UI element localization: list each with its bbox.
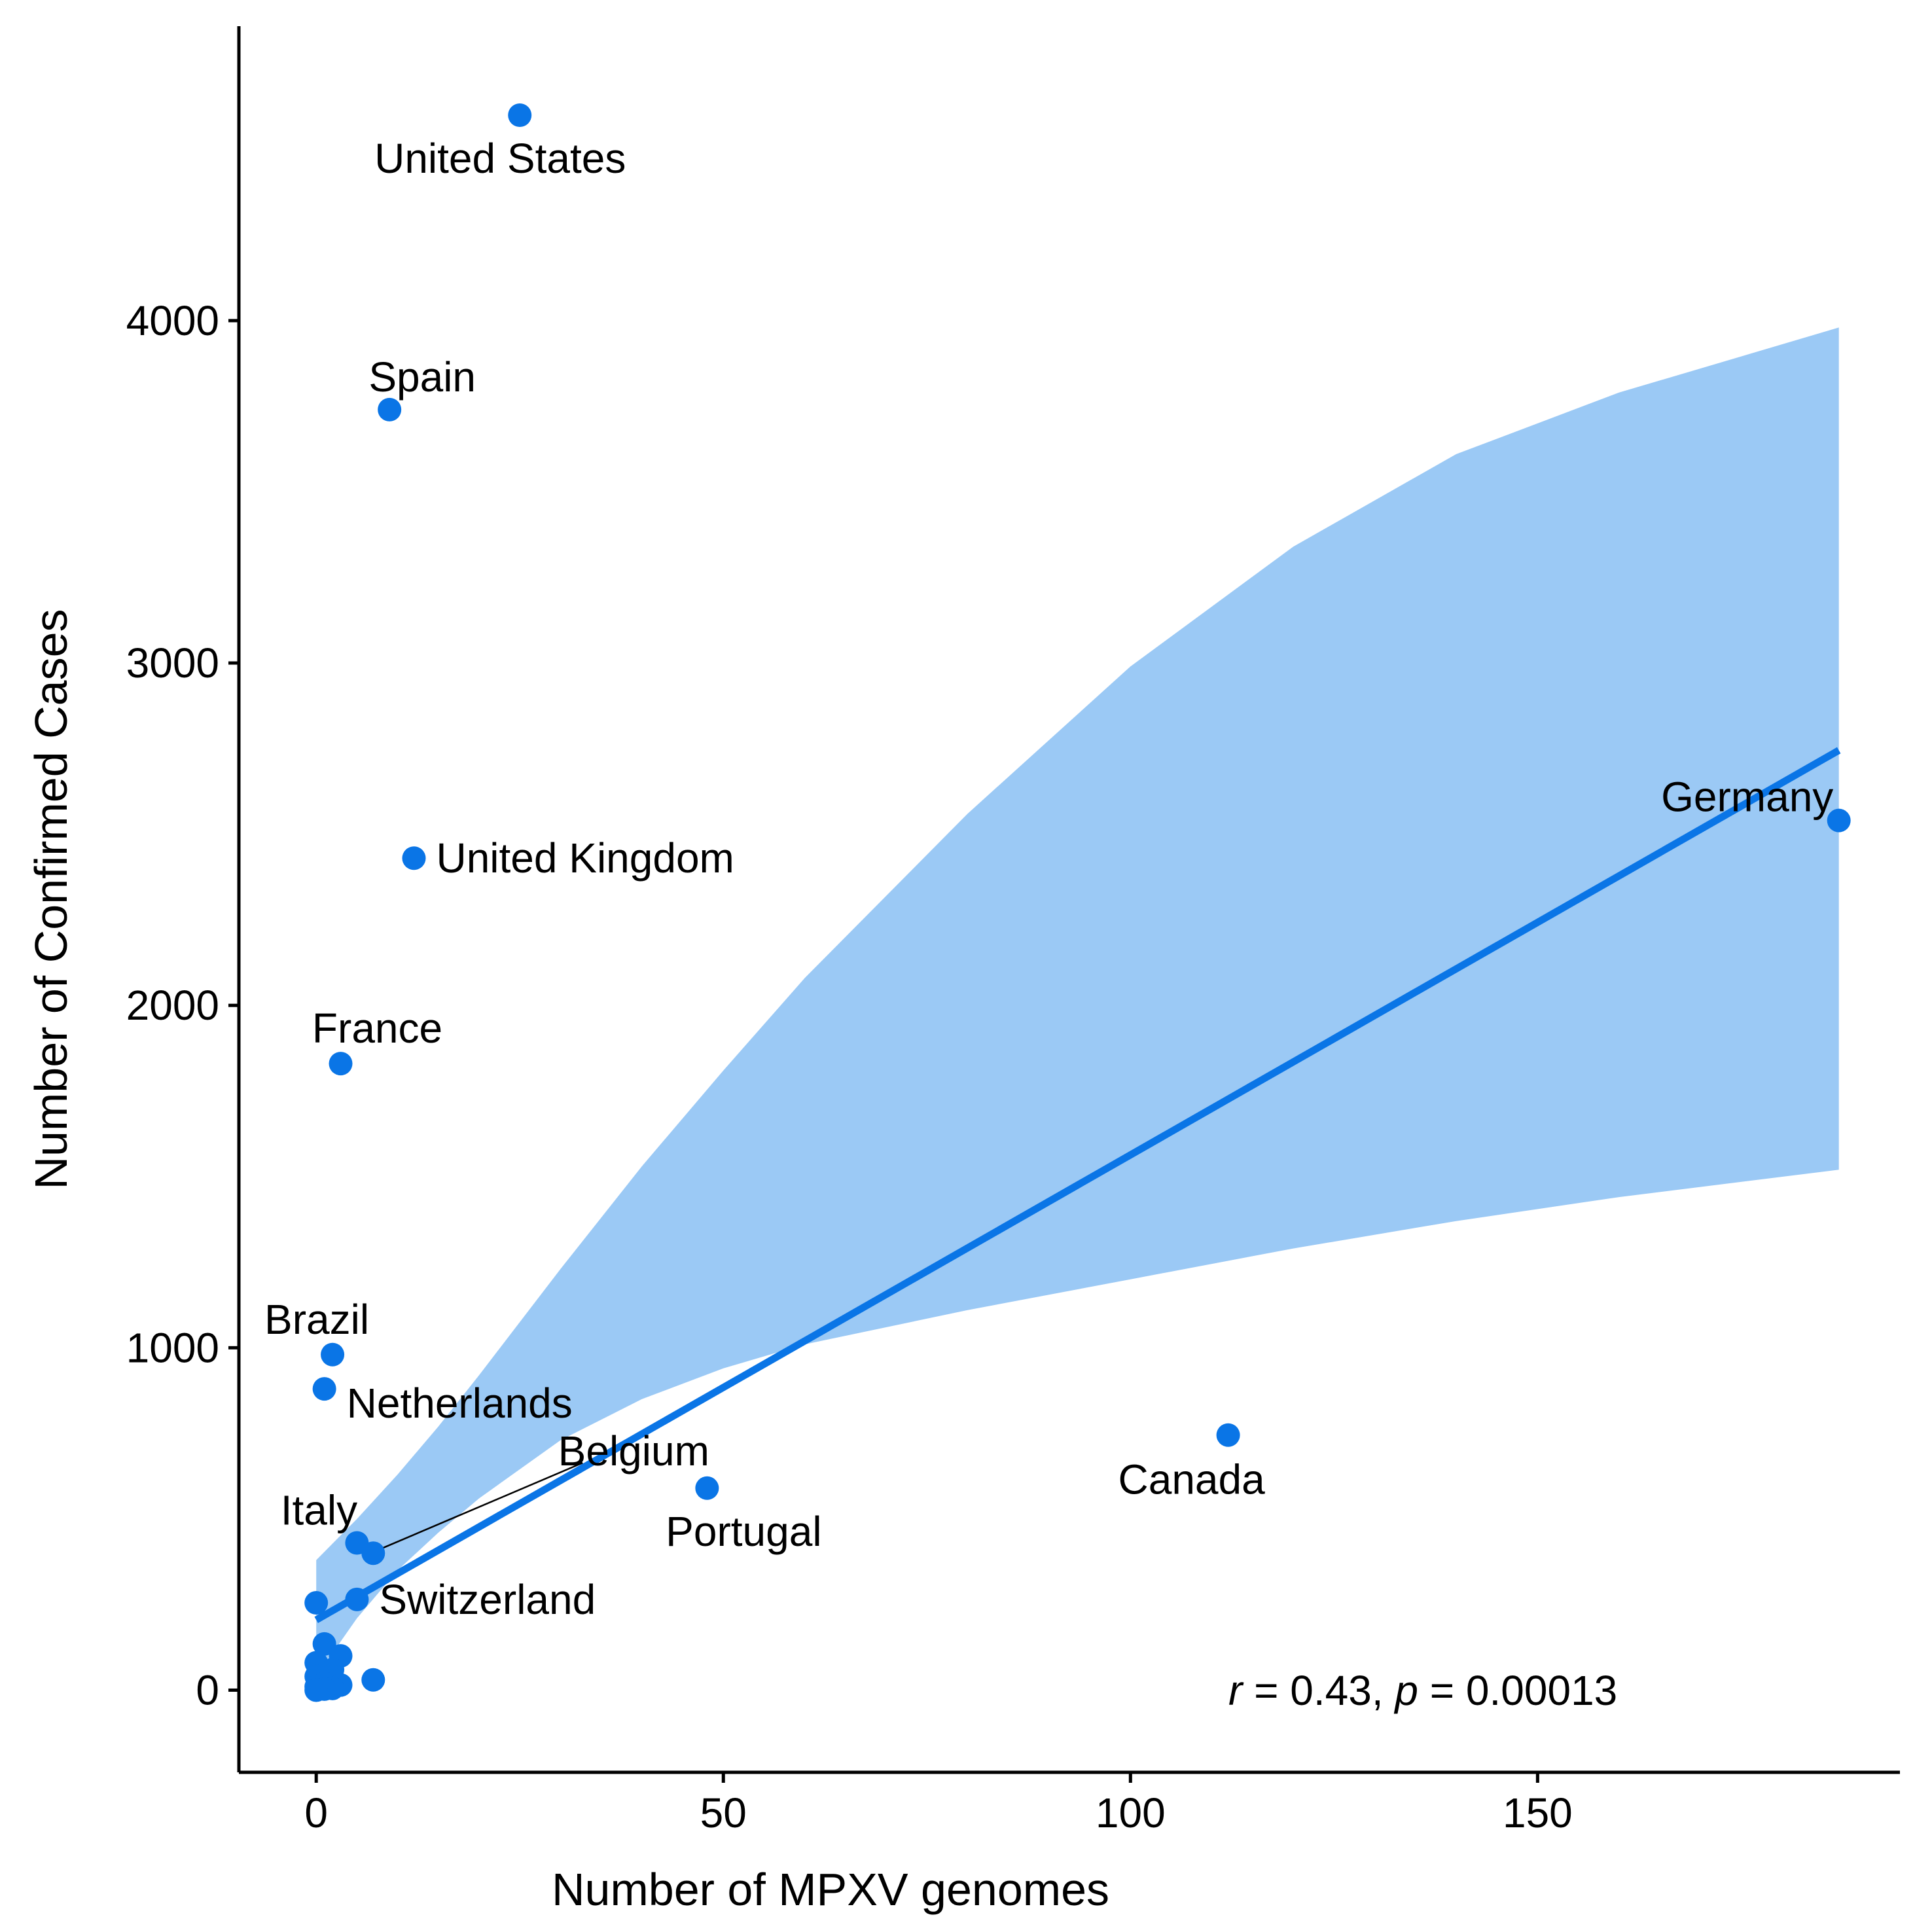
point-spain — [378, 397, 402, 421]
label-spain: Spain — [368, 353, 476, 401]
x-tick-label: 50 — [700, 1789, 747, 1836]
p-symbol: p — [1393, 1667, 1418, 1714]
y-tick-label: 0 — [196, 1666, 219, 1713]
label-italy: Italy — [281, 1486, 357, 1533]
point-france — [329, 1052, 353, 1076]
label-switzerland: Switzerland — [379, 1576, 596, 1623]
p-value: = 0.00013 — [1418, 1667, 1617, 1714]
x-axis-title: Number of MPXV genomes — [552, 1864, 1109, 1915]
confidence-band — [316, 327, 1839, 1677]
label-canada: Canada — [1118, 1456, 1266, 1503]
label-belgium: Belgium — [558, 1427, 709, 1475]
point-switzerland — [345, 1587, 369, 1611]
x-tick-label: 150 — [1503, 1789, 1573, 1836]
data-points — [304, 103, 1851, 1702]
belgium-leader-line — [379, 1462, 583, 1550]
point-united-kingdom — [402, 846, 426, 870]
point-unlabeled — [361, 1668, 385, 1692]
label-portugal: Portugal — [666, 1508, 821, 1555]
y-tick-label: 2000 — [126, 982, 219, 1029]
r-value: = 0.43, — [1242, 1667, 1395, 1714]
point-netherlands — [312, 1377, 336, 1401]
label-united-kingdom: United Kingdom — [436, 834, 734, 882]
r-symbol: r — [1228, 1667, 1244, 1714]
point-unlabeled — [304, 1591, 329, 1615]
point-canada — [1216, 1423, 1240, 1447]
point-portugal — [695, 1476, 719, 1500]
x-axis-ticks: 0 50 100 150 — [304, 1772, 1573, 1836]
x-tick-label: 0 — [304, 1789, 328, 1836]
label-france: France — [312, 1005, 442, 1052]
label-germany: Germany — [1661, 774, 1833, 821]
point-unlabeled — [312, 1632, 336, 1656]
label-united-states: United States — [374, 135, 626, 182]
y-tick-label: 4000 — [126, 297, 219, 344]
label-brazil: Brazil — [264, 1296, 369, 1343]
point-germany — [1827, 808, 1851, 832]
point-labels: United States Spain Germany United Kingdom F… — [264, 135, 1833, 1623]
y-tick-label: 3000 — [126, 639, 219, 687]
y-axis-ticks: 0 1000 2000 3000 4000 — [126, 297, 239, 1713]
point-unlabeled — [304, 1678, 329, 1702]
correlation-annotation: r = 0.43, p = 0.00013 — [1228, 1667, 1617, 1714]
y-tick-label: 1000 — [126, 1324, 219, 1371]
label-netherlands: Netherlands — [347, 1380, 573, 1427]
point-brazil — [321, 1342, 345, 1367]
point-united-states — [508, 103, 532, 128]
x-tick-label: 100 — [1096, 1789, 1166, 1836]
y-axis-title: Number of Confirmed Cases — [26, 609, 77, 1190]
regression-line — [314, 747, 1841, 1623]
point-belgium — [361, 1541, 385, 1565]
